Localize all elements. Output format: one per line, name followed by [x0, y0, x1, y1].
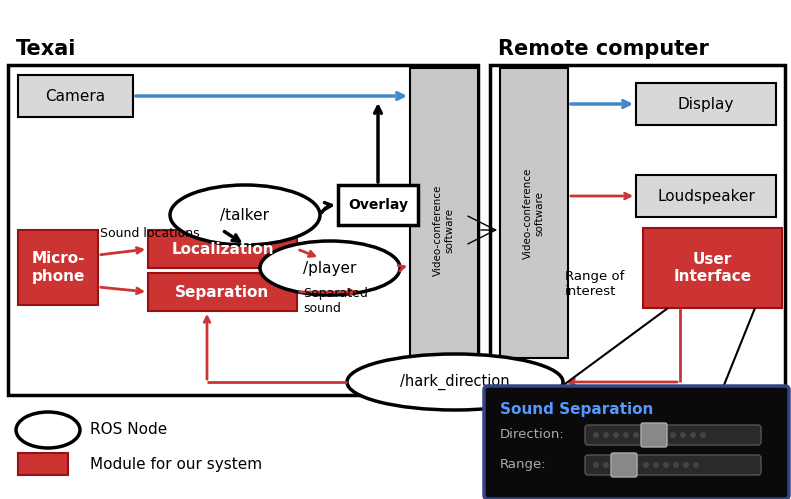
Circle shape [603, 462, 609, 468]
FancyBboxPatch shape [585, 425, 761, 445]
Circle shape [683, 462, 689, 468]
Bar [338, 185, 418, 225]
Bar [643, 228, 782, 308]
Bar [636, 175, 776, 217]
Bar [636, 83, 776, 125]
Circle shape [660, 432, 666, 438]
Circle shape [690, 432, 696, 438]
FancyBboxPatch shape [611, 453, 637, 477]
Text: Range of
interest: Range of interest [565, 270, 624, 298]
Bar [490, 65, 785, 395]
FancyBboxPatch shape [641, 423, 667, 447]
Circle shape [613, 462, 619, 468]
Bar [148, 273, 297, 311]
Circle shape [633, 432, 639, 438]
Bar [18, 75, 133, 117]
Circle shape [670, 432, 676, 438]
Ellipse shape [347, 354, 563, 410]
Ellipse shape [16, 412, 80, 448]
Bar [18, 230, 98, 305]
Ellipse shape [170, 185, 320, 245]
Circle shape [680, 432, 686, 438]
Circle shape [593, 432, 599, 438]
Text: /hark_direction: /hark_direction [400, 374, 510, 390]
Text: Direction:: Direction: [500, 428, 565, 441]
Circle shape [653, 462, 659, 468]
Circle shape [613, 432, 619, 438]
FancyBboxPatch shape [585, 455, 761, 475]
Text: Texai: Texai [16, 39, 77, 59]
FancyBboxPatch shape [484, 386, 789, 499]
Text: Overlay: Overlay [348, 198, 408, 212]
Text: Micro-
phone: Micro- phone [32, 251, 85, 284]
Text: Video-conference
software: Video-conference software [523, 167, 545, 258]
Text: Video-conference
software: Video-conference software [433, 185, 455, 276]
Bar [488, 390, 785, 495]
Text: User
Interface: User Interface [673, 252, 751, 284]
Text: Separation: Separation [176, 284, 270, 299]
Text: Sound Separation: Sound Separation [500, 402, 653, 417]
Circle shape [663, 462, 669, 468]
Text: Camera: Camera [45, 88, 105, 103]
Text: /talker: /talker [221, 208, 270, 223]
Circle shape [633, 462, 639, 468]
Circle shape [700, 432, 706, 438]
Text: Separated
sound: Separated sound [303, 287, 368, 315]
Circle shape [693, 462, 699, 468]
Text: Range:: Range: [500, 458, 547, 471]
Bar [148, 230, 297, 268]
Text: ROS Node: ROS Node [90, 423, 167, 438]
Text: Display: Display [678, 96, 734, 111]
Circle shape [673, 462, 679, 468]
Text: Module for our system: Module for our system [90, 457, 262, 472]
Bar [410, 68, 478, 393]
Bar [18, 453, 68, 475]
Circle shape [643, 432, 649, 438]
Bar [500, 68, 568, 358]
Circle shape [593, 462, 599, 468]
Text: Loudspeaker: Loudspeaker [657, 189, 755, 204]
Bar [8, 65, 478, 395]
Circle shape [643, 462, 649, 468]
Circle shape [603, 432, 609, 438]
Text: Localization: Localization [171, 242, 274, 256]
Text: Remote computer: Remote computer [498, 39, 709, 59]
Ellipse shape [260, 241, 400, 295]
Circle shape [623, 432, 629, 438]
Text: /player: /player [303, 260, 357, 275]
Text: Sound locations: Sound locations [100, 227, 199, 240]
